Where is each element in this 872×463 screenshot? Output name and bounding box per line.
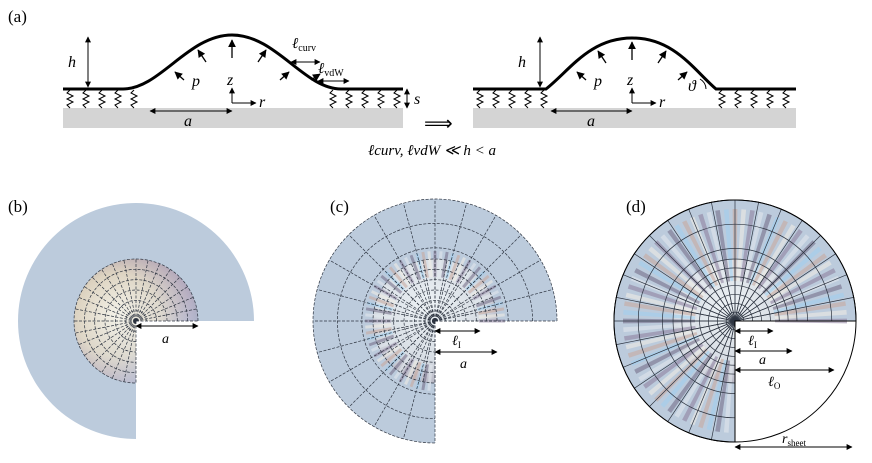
spring [781, 89, 791, 109]
left-schematic: h p z r a ℓcurv ℓvdW [63, 33, 420, 130]
p-label: p [593, 73, 602, 90]
a-label: a [162, 332, 169, 347]
spring [360, 89, 370, 109]
right-schematic: h p z r a ϑ [473, 36, 796, 130]
spring [392, 89, 402, 109]
pressure-arrows [576, 41, 688, 81]
spring [113, 89, 123, 109]
panel-d-label: (d) [626, 197, 646, 216]
s-label: s [414, 91, 420, 108]
substrate [473, 108, 796, 128]
z-label: z [626, 72, 634, 89]
l-curv-label: ℓcurv [292, 36, 316, 54]
spring [765, 89, 775, 109]
h-label: h [518, 54, 526, 71]
panel-d: (d) ℓI a ℓO rsheet [613, 197, 857, 450]
r-label: r [659, 94, 666, 111]
spring [717, 89, 727, 109]
spring [507, 89, 517, 109]
spring [523, 89, 533, 109]
spring [539, 89, 549, 109]
panel-c-label: (c) [330, 197, 349, 216]
spring [344, 89, 354, 109]
spring [733, 89, 743, 109]
condition-text: ℓcurv, ℓvdW ≪ h < a [368, 143, 496, 159]
panel-b-label: (b) [8, 197, 28, 216]
theta-label: ϑ [688, 78, 697, 95]
a-label: a [184, 113, 192, 130]
spring [475, 89, 485, 109]
panel-c: (c) ℓI a [312, 197, 558, 444]
r-sheet-label: rsheet [782, 432, 806, 448]
spring [749, 89, 759, 109]
z-label: z [226, 72, 234, 89]
l-I-label: ℓI [748, 334, 757, 350]
spring [97, 89, 107, 109]
sheet-mesh [312, 198, 558, 444]
a-label: a [460, 357, 467, 372]
pressure-arrows [174, 39, 321, 82]
a-label: a [759, 353, 766, 368]
spring [81, 89, 91, 109]
blister-mesh [73, 258, 199, 384]
spring [491, 89, 501, 109]
substrate [63, 108, 403, 128]
spring [65, 89, 75, 109]
spring [328, 89, 338, 109]
l-I-label: ℓI [452, 334, 461, 350]
implies-symbol: ⟹ [424, 111, 453, 135]
a-label: a [587, 113, 595, 130]
vdw-springs [475, 89, 791, 109]
p-label: p [191, 73, 200, 90]
l-vdw-label: ℓvdW [318, 61, 344, 79]
panel-a-label: (a) [8, 7, 27, 26]
spring [129, 89, 139, 109]
r-label: r [259, 94, 266, 111]
h-label: h [68, 54, 76, 71]
contact-angle-arc [699, 78, 707, 90]
l-O-label: ℓO [768, 375, 781, 391]
panel-b: (b) a [8, 197, 254, 439]
sheet-profile [473, 36, 796, 91]
spring [376, 89, 386, 109]
vdw-springs [65, 89, 402, 109]
panel-a: (a) h p z r a [8, 7, 796, 159]
